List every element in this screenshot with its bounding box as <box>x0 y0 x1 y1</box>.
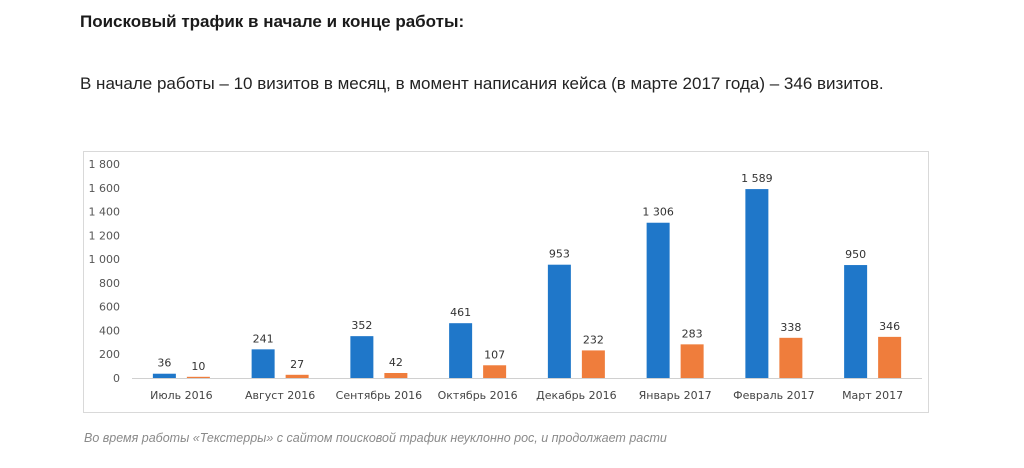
data-label: 352 <box>351 319 372 332</box>
y-tick-label: 1 200 <box>89 229 121 242</box>
x-category-label: Март 2017 <box>842 389 903 402</box>
x-category-label: Февраль 2017 <box>733 389 814 402</box>
bar-series-1 <box>449 323 473 378</box>
x-category-label: Июль 2016 <box>150 389 213 402</box>
data-label: 283 <box>682 327 703 340</box>
x-category-label: Январь 2017 <box>639 389 712 402</box>
data-label: 232 <box>583 333 604 346</box>
intro-text: В начале работы – 10 визитов в месяц, в … <box>80 74 884 93</box>
data-label: 36 <box>157 357 171 370</box>
bar-series-1 <box>251 349 275 378</box>
data-label: 241 <box>253 332 274 345</box>
bar-series-1 <box>547 264 571 378</box>
y-tick-label: 1 800 <box>89 158 121 171</box>
y-tick-label: 400 <box>99 324 120 337</box>
data-label: 953 <box>549 248 570 261</box>
bar-series-2 <box>779 337 803 378</box>
chart-canvas: 0 200 400 600 800 1 000 1 200 1 400 1 600 1 800 36… <box>89 158 922 402</box>
bar-series-1 <box>844 265 868 378</box>
y-tick-label: 200 <box>99 348 120 361</box>
chart-caption: Во время работы «Текстерры» с сайтом пои… <box>84 431 667 445</box>
data-label: 338 <box>780 321 801 334</box>
x-category-label: Октябрь 2016 <box>438 389 518 402</box>
bar-series-1 <box>646 222 670 378</box>
bar-series-2 <box>680 344 704 378</box>
data-label: 27 <box>290 358 304 371</box>
y-tick-label: 800 <box>99 277 120 290</box>
data-label: 42 <box>389 356 403 369</box>
data-label: 346 <box>879 320 900 333</box>
data-label: 461 <box>450 306 471 319</box>
data-label: 107 <box>484 348 505 361</box>
traffic-chart: 0 200 400 600 800 1 000 1 200 1 400 1 600 1 800 36… <box>83 151 929 413</box>
section-heading: Поисковый трафик в начале и конце работы… <box>80 12 465 31</box>
y-tick-label: 600 <box>99 301 120 314</box>
bar-series-2 <box>581 350 605 378</box>
bar-series-2 <box>186 376 210 378</box>
data-label: 950 <box>845 248 866 261</box>
y-tick-label: 1 600 <box>89 182 121 195</box>
y-tick-label: 0 <box>113 372 120 385</box>
bar-series-2 <box>483 365 507 378</box>
bar-series-1 <box>745 189 769 378</box>
x-category-label: Декабрь 2016 <box>536 389 617 402</box>
bar-series-2 <box>878 336 902 378</box>
bar-series-1 <box>350 336 374 378</box>
y-tick-label: 1 000 <box>89 253 121 266</box>
bar-series-2 <box>384 373 408 378</box>
data-label: 1 589 <box>741 172 773 185</box>
x-category-label: Август 2016 <box>245 389 315 402</box>
y-tick-label: 1 400 <box>89 206 121 219</box>
bar-series-1 <box>152 373 176 378</box>
data-label: 1 306 <box>642 206 674 219</box>
data-label: 10 <box>191 360 205 373</box>
bar-series-2 <box>285 374 309 378</box>
x-category-label: Сентябрь 2016 <box>336 389 422 402</box>
